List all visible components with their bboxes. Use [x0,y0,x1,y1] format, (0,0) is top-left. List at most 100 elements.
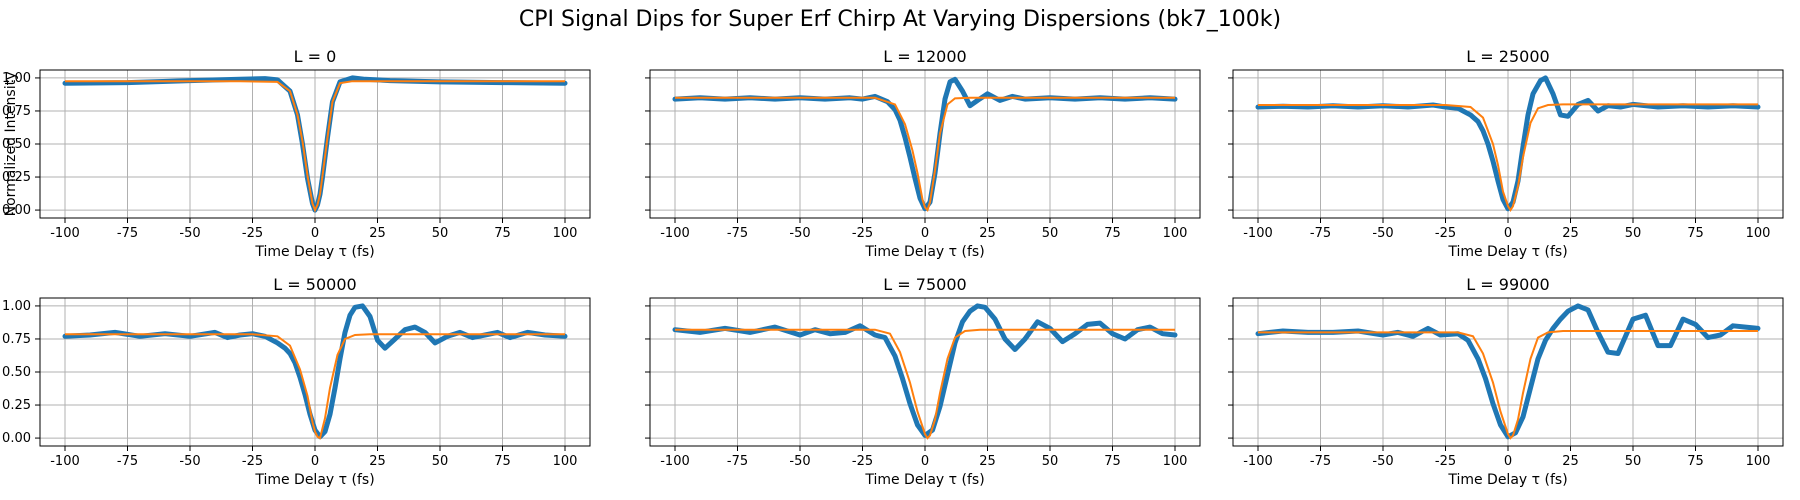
x-tick-label: 25 [1562,454,1579,469]
subplot-1: L = 0 -100 -75 -50 -25 0 25 50 75 100 0.00 0.25 0.50… [2,47,591,260]
x-tick-label: -50 [179,226,200,241]
x-tick-label: -100 [50,454,80,469]
subplot-title: L = 99000 [1466,275,1549,294]
y-tick-label: 0.75 [2,104,31,119]
x-tick-label: -50 [789,454,810,469]
x-tick-label: 25 [979,226,996,241]
y-tick-label: 1.00 [2,71,31,86]
x-tick-label: 0 [311,226,319,241]
x-tick-label: 50 [1625,226,1642,241]
x-tick-label: -100 [660,454,690,469]
x-tick-label: -75 [1310,454,1331,469]
plot-frame [1232,297,1784,447]
subplot-title: L = 12000 [883,47,966,66]
y-axis-label: Normalized Intensity [3,72,19,217]
plot-frame [649,69,1201,219]
x-tick-label: -25 [242,454,263,469]
fit-line [1258,103,1758,212]
x-tick-label: -25 [852,454,873,469]
x-tick-label: 75 [1104,226,1121,241]
x-tick-label: -100 [660,226,690,241]
x-tick-label: 0 [921,226,929,241]
x-axis-label: Time Delay τ (fs) [1447,472,1567,488]
x-tick-label: -50 [1372,226,1393,241]
x-tick-label: -25 [1435,226,1456,241]
x-axis-label: Time Delay τ (fs) [254,244,374,260]
x-tick-label: 25 [979,454,996,469]
x-tick-label: 0 [921,454,929,469]
x-tick-label: 25 [1562,226,1579,241]
y-tick-label: 0.25 [2,170,31,185]
subplot-title: L = 0 [294,47,337,66]
subplot-5: L = 75000 -100 -75 -50 -25 0 25 50 75 100 Time Del… [645,275,1201,488]
x-tick-label: -25 [852,226,873,241]
plot-frame [649,297,1201,447]
x-tick-label: 100 [1163,454,1188,469]
x-tick-label: 50 [432,226,449,241]
fit-line [1258,330,1758,440]
subplot-title: L = 75000 [883,275,966,294]
x-tick-label: -50 [1372,454,1393,469]
x-tick-label: 50 [1625,454,1642,469]
subplot-grid: L = 0 -100 -75 -50 -25 0 25 50 75 100 0.00 0.25 0.50… [2,47,1784,488]
x-tick-label: 50 [1042,454,1059,469]
plot-frame [39,69,591,219]
x-axis-label: Time Delay τ (fs) [254,472,374,488]
y-tick-label: 0.25 [2,398,31,413]
x-tick-label: -75 [117,226,138,241]
x-tick-label: 75 [494,226,511,241]
y-tick-label: 0.50 [2,137,31,152]
x-axis-label: Time Delay τ (fs) [1447,244,1567,260]
x-tick-label: -25 [242,226,263,241]
fit-line [675,96,1175,213]
x-tick-label: 75 [1687,454,1704,469]
measured-data-line [1255,303,1761,440]
subplot-6: L = 99000 -100 -75 -50 -25 0 25 50 75 100 Time Del… [1228,275,1784,488]
x-tick-label: 100 [1163,226,1188,241]
plot-frame [1232,69,1784,219]
y-tick-label: 1.00 [2,299,31,314]
subplot-4: L = 50000 -100 -75 -50 -25 0 25 50 75 100 0.00 0.25… [2,275,591,488]
x-tick-label: 100 [1746,226,1771,241]
x-axis-label: Time Delay τ (fs) [864,472,984,488]
x-tick-label: 75 [1687,226,1704,241]
measured-data-line [672,303,1178,438]
x-tick-label: -75 [1310,226,1331,241]
x-tick-label: 50 [1042,226,1059,241]
x-tick-label: -25 [1435,454,1456,469]
x-tick-label: 100 [1746,454,1771,469]
x-tick-label: -75 [727,226,748,241]
x-tick-label: 25 [369,454,386,469]
subplot-title: L = 50000 [273,275,356,294]
x-tick-label: -50 [179,454,200,469]
x-tick-label: -75 [727,454,748,469]
x-tick-label: -100 [50,226,80,241]
x-tick-label: -75 [117,454,138,469]
x-tick-label: 100 [553,454,578,469]
y-tick-label: 0.75 [2,332,31,347]
x-tick-label: 75 [1104,454,1121,469]
subplot-2: L = 12000 -100 -75 -50 -25 0 25 50 75 100 Time Del… [645,47,1201,260]
x-tick-label: -50 [789,226,810,241]
y-tick-label: 0.00 [2,431,31,446]
subplot-3: L = 25000 -100 -75 -50 -25 0 25 50 75 100 Time Del… [1228,47,1784,260]
x-tick-label: 100 [553,226,578,241]
x-tick-label: 0 [1504,454,1512,469]
x-tick-label: -100 [1243,454,1273,469]
subplot-title: L = 25000 [1466,47,1549,66]
x-tick-label: -100 [1243,226,1273,241]
fit-line [65,333,565,440]
y-tick-label: 0.00 [2,203,31,218]
x-tick-label: 25 [369,226,386,241]
x-tick-label: 0 [311,454,319,469]
x-tick-label: 0 [1504,226,1512,241]
fit-line [65,80,565,213]
fit-line [675,328,1175,440]
figure-title: CPI Signal Dips for Super Erf Chirp At V… [519,7,1281,32]
y-tick-label: 0.50 [2,365,31,380]
plot-frame [39,297,591,447]
x-tick-label: 75 [494,454,511,469]
x-tick-label: 50 [432,454,449,469]
x-axis-label: Time Delay τ (fs) [864,244,984,260]
